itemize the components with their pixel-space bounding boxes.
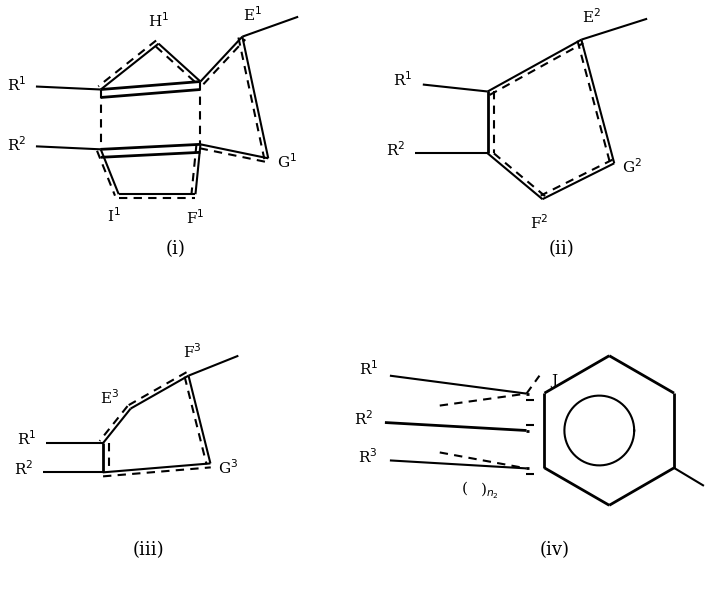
Text: (i): (i) xyxy=(166,240,186,258)
Text: R$^2$: R$^2$ xyxy=(14,459,33,478)
Text: J: J xyxy=(552,374,557,388)
Text: E$^2$: E$^2$ xyxy=(582,7,601,26)
Text: R$^1$: R$^1$ xyxy=(358,359,378,378)
Text: (iii): (iii) xyxy=(133,541,164,559)
Text: (ii): (ii) xyxy=(548,240,574,258)
Text: R$^1$: R$^1$ xyxy=(16,429,36,448)
Text: G$^1$: G$^1$ xyxy=(277,152,297,171)
Text: E$^1$: E$^1$ xyxy=(242,5,262,24)
Text: F$^2$: F$^2$ xyxy=(530,213,549,232)
Text: R$^3$: R$^3$ xyxy=(358,447,378,466)
Text: H$^1$: H$^1$ xyxy=(148,11,169,30)
Text: G$^2$: G$^2$ xyxy=(622,157,642,175)
Text: )$_{n_2}$: )$_{n_2}$ xyxy=(480,480,498,500)
Text: E$^3$: E$^3$ xyxy=(100,388,119,407)
Text: F$^3$: F$^3$ xyxy=(183,342,202,361)
Text: R$^2$: R$^2$ xyxy=(353,409,373,428)
Text: R$^2$: R$^2$ xyxy=(6,135,26,154)
Text: I$^1$: I$^1$ xyxy=(107,206,121,225)
Text: R$^1$: R$^1$ xyxy=(393,70,413,89)
Text: (iv): (iv) xyxy=(540,541,570,559)
Text: R$^1$: R$^1$ xyxy=(6,75,26,94)
Text: R$^2$: R$^2$ xyxy=(385,140,405,159)
Text: G$^3$: G$^3$ xyxy=(218,458,239,477)
Text: (: ( xyxy=(461,481,468,495)
Text: F$^1$: F$^1$ xyxy=(186,208,205,227)
